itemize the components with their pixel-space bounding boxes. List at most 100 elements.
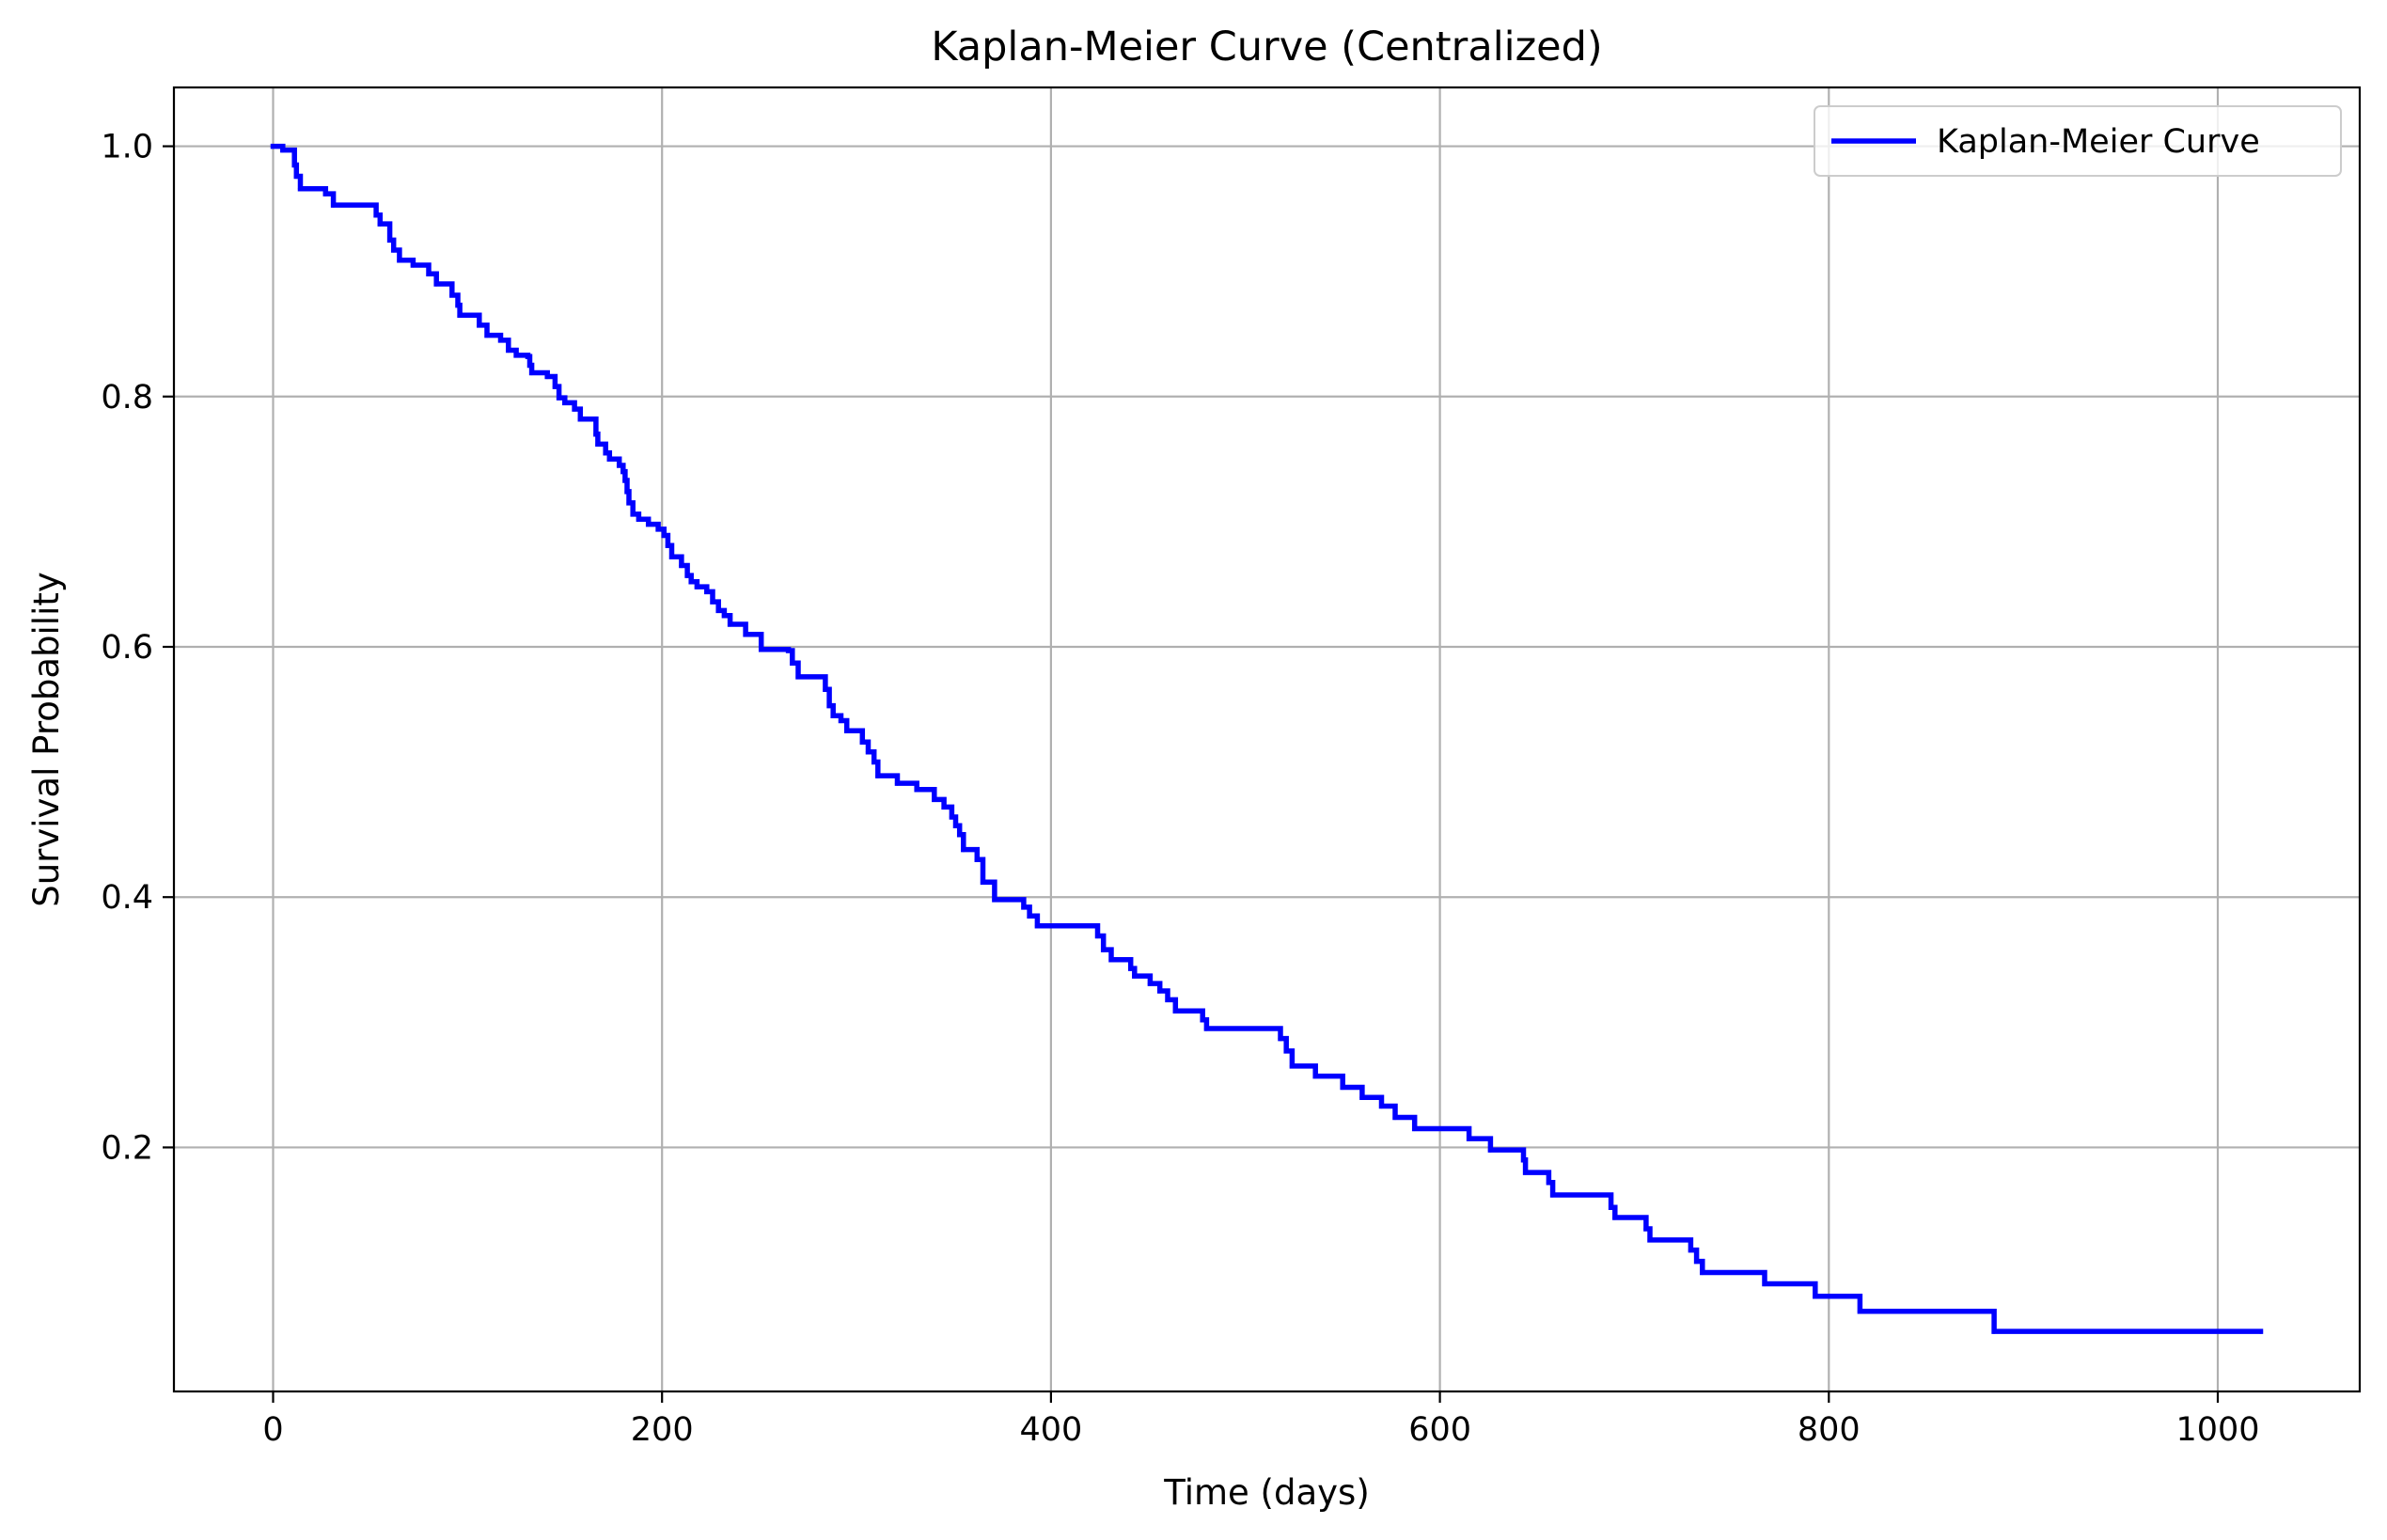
survival-step-point [665, 542, 671, 548]
survival-step-point [1132, 973, 1138, 979]
survival-step-point [455, 303, 461, 308]
survival-step-point [397, 258, 402, 263]
survival-step-point [630, 511, 636, 517]
survival-step-point [1021, 904, 1027, 910]
x-tick-label: 600 [1408, 1411, 1471, 1449]
survival-step-point [606, 456, 612, 462]
survival-step-point [620, 469, 626, 475]
survival-step-point [577, 416, 583, 422]
survival-step-point [1762, 1281, 1767, 1287]
survival-step-point [1813, 1294, 1818, 1299]
survival-step-point [291, 162, 297, 168]
survival-step-point [1392, 1114, 1398, 1121]
survival-step-point [865, 749, 872, 755]
survival-step-point [1094, 933, 1101, 939]
survival-step-point [1203, 1026, 1209, 1031]
survival-step-point [1643, 1226, 1649, 1232]
survival-step-point [786, 648, 792, 653]
survival-step-point [661, 532, 667, 539]
survival-step-point [1523, 1170, 1529, 1175]
survival-step-point [1647, 1237, 1653, 1243]
survival-step-point [980, 879, 986, 885]
survival-step-point [743, 632, 748, 637]
survival-step-point [1172, 1008, 1178, 1014]
x-tick-label: 1000 [2175, 1411, 2259, 1449]
survival-step-point [1694, 1258, 1700, 1265]
survival-step-point [410, 262, 416, 268]
survival-step-point [572, 406, 577, 412]
survival-step-point [679, 562, 684, 569]
survival-step-point [1549, 1192, 1556, 1198]
y-axis-label: Survival Probability [26, 572, 67, 907]
survival-step-point [830, 713, 836, 718]
survival-step-point [859, 739, 865, 745]
survival-step-point [477, 322, 482, 328]
survival-step-point [952, 823, 959, 828]
survival-step-point [949, 814, 955, 820]
survival-step-point [974, 856, 980, 862]
x-axis-label: Time (days) [1163, 1472, 1370, 1513]
y-axis-ticks: 0.2 0.4 0.6 0.8 1.0 [101, 129, 174, 1167]
survival-step-point [624, 489, 630, 495]
survival-step-point [715, 607, 721, 613]
survival-step-point [646, 521, 652, 527]
y-tick-label: 0.8 [101, 379, 153, 416]
survival-step-point [1101, 947, 1107, 952]
x-tick-label: 800 [1798, 1411, 1861, 1449]
y-tick-label: 0.6 [101, 629, 153, 667]
survival-step-point [1412, 1125, 1418, 1132]
survival-step-point [552, 384, 558, 389]
survival-step-point [322, 191, 328, 196]
survival-step-point [1688, 1247, 1694, 1253]
survival-step-point [525, 354, 531, 359]
survival-step-point [297, 186, 304, 192]
x-tick-label: 0 [262, 1411, 283, 1449]
survival-step-point [280, 147, 286, 153]
survival-step-point [1034, 923, 1041, 929]
survival-step-point [655, 526, 661, 532]
survival-step-point [1340, 1084, 1345, 1091]
survival-step-point [721, 613, 727, 619]
survival-step-point [1147, 981, 1153, 986]
axes-frame [172, 86, 2362, 1393]
survival-step-point [391, 247, 397, 253]
survival-step-point [790, 660, 795, 666]
survival-step-point [513, 353, 519, 358]
survival-step-point [1520, 1157, 1527, 1163]
legend: Kaplan-Meier Curve [1814, 105, 2342, 177]
survival-step-point [562, 400, 568, 406]
survival-step-point [992, 897, 997, 903]
chart-title: Kaplan-Meier Curve (Centralized) [931, 24, 1602, 71]
survival-step-point [838, 717, 844, 724]
survival-step-point [556, 395, 562, 401]
survival-step-point [684, 573, 690, 578]
survival-step-point [1700, 1269, 1705, 1276]
survival-step-point [1278, 1036, 1283, 1042]
survival-step-point [1991, 1328, 1997, 1334]
survival-step-point [626, 500, 632, 506]
survival-step-point [1359, 1094, 1365, 1100]
y-tick-label: 0.2 [101, 1129, 153, 1167]
survival-step-point [961, 847, 966, 853]
survival-step-point [668, 554, 675, 559]
x-axis-ticks: 0 200 400 600 800 1000 [262, 1391, 2260, 1449]
survival-step-point [622, 478, 628, 483]
survival-step-point [636, 516, 641, 522]
survival-step-point [529, 369, 535, 376]
x-tick-label: 400 [1019, 1411, 1082, 1449]
survival-step-point [823, 686, 828, 692]
survival-step-point [595, 441, 601, 447]
survival-step-point [1128, 966, 1134, 971]
survival-step-point [710, 599, 715, 605]
grid-lines [174, 87, 2360, 1391]
survival-step-point [593, 432, 599, 437]
survival-step-point [526, 362, 533, 369]
survival-step-point [484, 332, 490, 338]
survival-step-point [914, 787, 919, 793]
survival-step-point [1289, 1063, 1295, 1069]
survival-step-point [426, 271, 432, 276]
survival-step-point [270, 143, 276, 149]
